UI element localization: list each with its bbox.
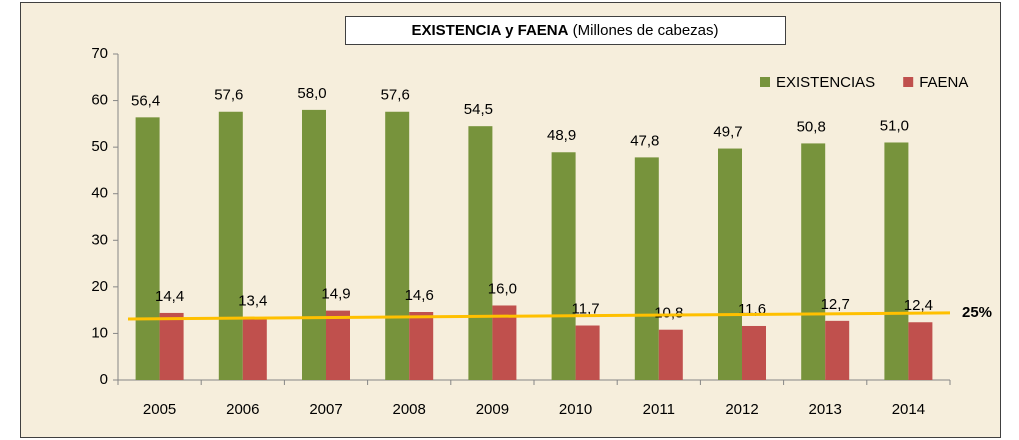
title-box [345, 16, 786, 45]
data-label: 14,9 [321, 286, 350, 303]
bar [801, 143, 826, 380]
legend-label: FAENA [919, 74, 968, 91]
legend-swatch [903, 77, 914, 87]
data-label: 47,8 [630, 132, 659, 149]
bar [492, 305, 517, 380]
y-tick-label: 50 [91, 138, 108, 155]
x-tick-label: 2008 [393, 401, 426, 418]
data-label: 56,4 [131, 92, 160, 109]
chart-subtitle: (Millones de cabezas) [573, 22, 719, 39]
data-label: 12,4 [904, 297, 933, 314]
legend-label: EXISTENCIAS [776, 74, 875, 91]
bar [742, 325, 766, 380]
data-label: 50,8 [797, 118, 826, 135]
y-tick-label: 40 [91, 185, 108, 202]
x-tick-label: 2007 [309, 401, 342, 418]
bar [218, 111, 243, 381]
data-label: 16,0 [488, 280, 517, 297]
x-tick-label: 2009 [476, 401, 509, 418]
bar [884, 142, 909, 380]
data-label: 14,6 [405, 287, 434, 304]
bar [658, 329, 683, 380]
y-tick-label: 0 [100, 371, 108, 388]
data-label: 48,9 [547, 127, 576, 144]
x-tick-label: 2006 [226, 401, 259, 418]
bar [302, 109, 326, 380]
trend-line [127, 311, 951, 321]
chart-title-group: EXISTENCIA y FAENA (Millones de cabezas) [411, 22, 718, 39]
bar [825, 320, 850, 380]
legend-swatch [760, 77, 770, 87]
chart-title: EXISTENCIA y FAENA [411, 22, 568, 39]
data-label: 51,0 [880, 117, 909, 134]
bar [908, 322, 933, 380]
bar [718, 148, 742, 380]
data-label: 14,4 [155, 288, 184, 305]
data-label: 57,6 [214, 87, 243, 104]
bar [551, 152, 576, 380]
y-tick-label: 20 [91, 278, 108, 295]
bar [242, 317, 267, 380]
data-label: 10,8 [654, 305, 683, 322]
y-tick-label: 60 [91, 92, 108, 109]
bar [135, 117, 160, 380]
bar [575, 325, 600, 380]
x-tick-label: 2005 [143, 401, 176, 418]
data-label: 13,4 [238, 293, 267, 310]
x-tick-label: 2013 [809, 401, 842, 418]
x-tick-label: 2014 [892, 401, 925, 418]
x-tick-label: 2011 [643, 401, 675, 418]
x-tick-label: 2012 [725, 401, 758, 418]
bar [634, 157, 659, 380]
data-label: 54,5 [464, 101, 493, 118]
data-label: 58,0 [297, 85, 326, 102]
data-label: 12,7 [821, 296, 850, 313]
y-tick-label: 30 [91, 231, 108, 248]
bar [409, 312, 434, 380]
data-label: 11,7 [572, 300, 600, 317]
trend-label: 25% [962, 304, 992, 321]
data-label: 57,6 [381, 87, 410, 104]
bar [326, 310, 350, 380]
x-tick-label: 2010 [559, 401, 592, 418]
bar [159, 312, 184, 380]
bar [385, 111, 410, 381]
y-tick-label: 70 [91, 45, 108, 62]
data-label: 49,7 [713, 124, 742, 141]
bar [468, 126, 493, 380]
y-tick-label: 10 [91, 324, 108, 341]
